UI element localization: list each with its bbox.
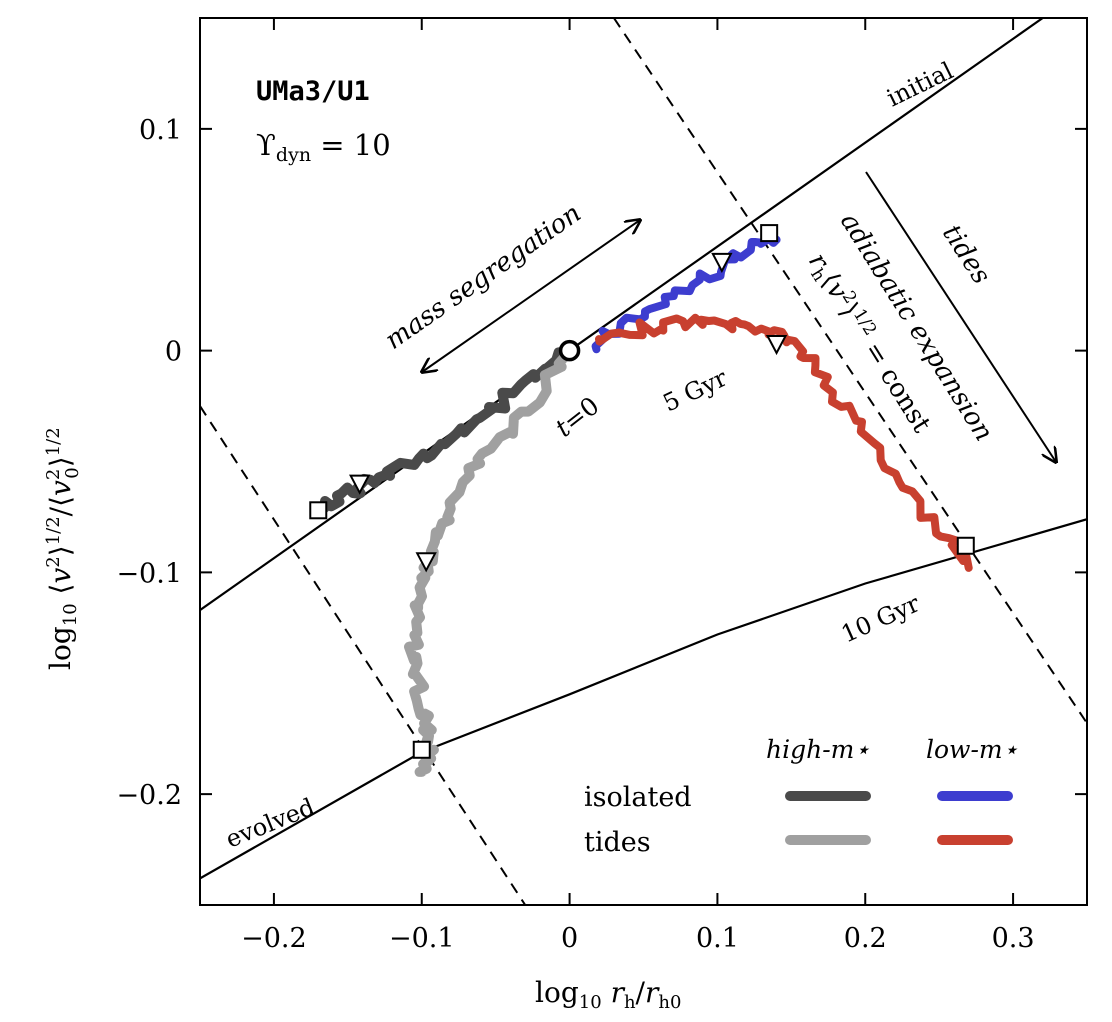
plot-frame (199, 17, 1088, 906)
chart-title: UMa3/U1 (256, 76, 370, 107)
triangle-marker (765, 334, 788, 356)
series-line (313, 346, 575, 518)
square-marker (956, 536, 975, 555)
x-tick-label: −0.2 (241, 923, 307, 954)
axis-ticks: −0.2 −0.1 0 0.1 0.2 0.3 −0.2 −0.1 0 0.1 (116, 18, 1087, 954)
label-mass-segregation: mass segregation (380, 198, 587, 355)
legend-header-low-m: low-m⋆ (926, 735, 1018, 764)
y-tick-label: −0.1 (116, 558, 182, 589)
evolved-curve (200, 518, 1087, 880)
y-axis-label: log10 ⟨v2⟩1/2/⟨v20⟩1/2 (43, 427, 83, 670)
adiabatic-line-left (200, 405, 527, 905)
x-tick-label: 0.2 (844, 923, 887, 954)
x-tick-label: 0.3 (992, 923, 1035, 954)
triangle-marker (348, 474, 371, 495)
arrow-tides (865, 171, 1056, 462)
label-evolved: evolved (222, 793, 319, 854)
chart-subtitle: ϒdyn = 10 (256, 128, 391, 166)
x-tick-label: −0.1 (389, 923, 455, 954)
x-axis-label: log10 rh/rh0 (535, 976, 681, 1013)
label-t0: t=0 (550, 391, 605, 443)
legend-label-isolated: isolated (584, 782, 692, 813)
label-tides-arrow: tides (936, 219, 996, 289)
legend-header-high-m: high-m⋆ (766, 735, 870, 764)
legend: high-m⋆ low-m⋆ isolated tides (584, 735, 1018, 858)
series-line (595, 313, 973, 572)
arrow-mass-segregation (422, 220, 640, 372)
legend-label-tides: tides (584, 827, 651, 858)
adiabatic-line-right (613, 18, 1087, 724)
data-markers (309, 224, 975, 759)
x-tick-label: 0.1 (696, 923, 739, 954)
label-10gyr: 10 Gyr (837, 589, 924, 648)
y-tick-label: 0.1 (139, 115, 182, 146)
start-marker (558, 339, 581, 362)
triangle-marker (711, 252, 733, 274)
x-tick-label: 0 (561, 923, 578, 954)
triangle-marker (415, 552, 437, 573)
y-tick-label: −0.2 (116, 780, 182, 811)
square-marker (412, 740, 431, 759)
y-tick-label: 0 (165, 337, 182, 368)
square-marker (309, 501, 328, 520)
label-5gyr: 5 Gyr (659, 363, 732, 417)
square-marker (760, 224, 779, 243)
